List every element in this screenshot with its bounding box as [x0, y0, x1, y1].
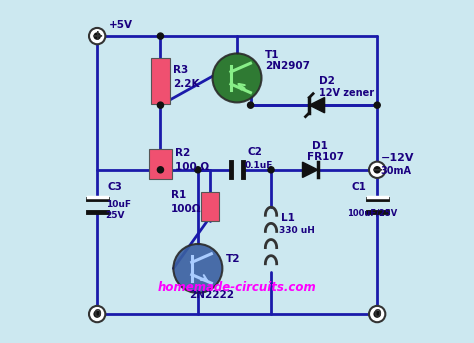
Circle shape — [247, 102, 254, 108]
Text: 330 uH: 330 uH — [279, 226, 314, 235]
Text: 100Ω: 100Ω — [171, 204, 201, 214]
Text: 30mA: 30mA — [381, 166, 411, 176]
Text: 25V: 25V — [106, 211, 125, 221]
Polygon shape — [302, 162, 318, 177]
Text: FR107: FR107 — [308, 152, 345, 162]
Text: 2.2K: 2.2K — [173, 79, 200, 89]
Circle shape — [374, 167, 380, 173]
Bar — [368, 199, 386, 212]
Text: −12V: −12V — [381, 153, 414, 163]
Text: T2: T2 — [226, 254, 240, 264]
Text: C2: C2 — [247, 147, 262, 157]
Circle shape — [369, 306, 385, 322]
Text: D2: D2 — [319, 76, 335, 86]
Text: 10uF: 10uF — [106, 200, 131, 209]
Circle shape — [374, 311, 380, 317]
Text: 100 Ω: 100 Ω — [175, 163, 209, 173]
Text: L1: L1 — [281, 213, 295, 223]
Circle shape — [212, 54, 262, 103]
FancyBboxPatch shape — [151, 58, 170, 104]
Circle shape — [374, 102, 380, 108]
Polygon shape — [310, 97, 325, 113]
Circle shape — [173, 244, 222, 293]
Text: R3: R3 — [173, 65, 189, 75]
Circle shape — [89, 28, 105, 44]
Circle shape — [89, 306, 105, 322]
Text: 2N2907: 2N2907 — [265, 61, 310, 71]
Text: C1: C1 — [352, 182, 366, 192]
FancyBboxPatch shape — [201, 192, 219, 221]
Text: 0: 0 — [93, 309, 101, 319]
Text: 2N2222: 2N2222 — [190, 290, 234, 300]
Bar — [231, 162, 243, 177]
Circle shape — [195, 167, 201, 173]
Text: 12V zener: 12V zener — [319, 88, 374, 98]
Text: +5V: +5V — [109, 20, 133, 29]
Circle shape — [157, 102, 164, 108]
Text: −: − — [371, 163, 383, 177]
Bar — [88, 199, 107, 212]
Text: +: + — [91, 29, 103, 43]
Text: homemade-circuits.com: homemade-circuits.com — [158, 281, 316, 294]
Text: R1: R1 — [171, 190, 186, 200]
Text: 0.1uF: 0.1uF — [245, 161, 273, 170]
Circle shape — [268, 167, 274, 173]
Text: T1: T1 — [265, 49, 279, 60]
Text: 0: 0 — [374, 309, 381, 319]
Text: R2: R2 — [175, 148, 190, 158]
Circle shape — [369, 162, 385, 178]
Text: C3: C3 — [108, 182, 122, 192]
Circle shape — [94, 311, 100, 317]
Text: 100uF/25V: 100uF/25V — [346, 209, 397, 218]
Circle shape — [94, 33, 100, 39]
Text: D1: D1 — [312, 141, 328, 151]
FancyBboxPatch shape — [149, 149, 172, 179]
Circle shape — [157, 33, 164, 39]
Circle shape — [157, 167, 164, 173]
